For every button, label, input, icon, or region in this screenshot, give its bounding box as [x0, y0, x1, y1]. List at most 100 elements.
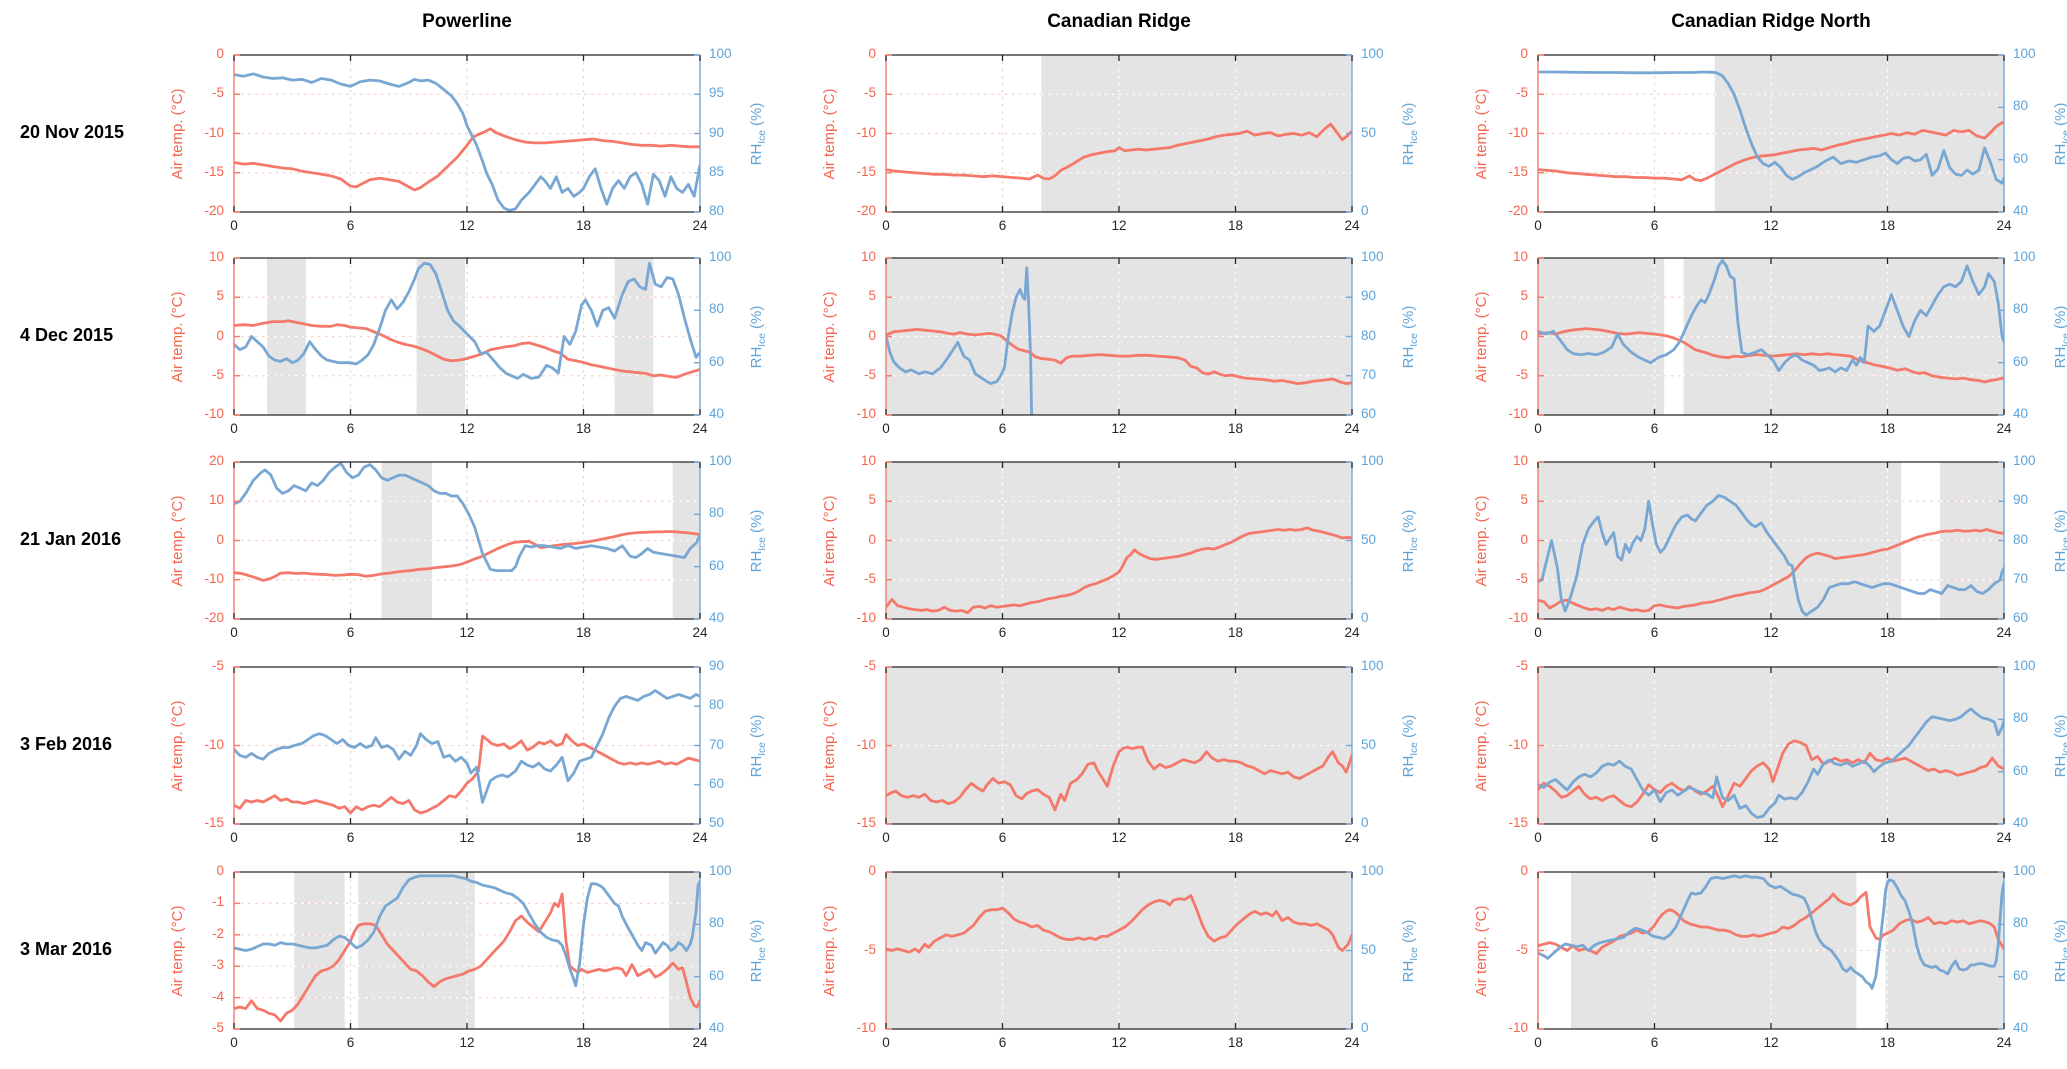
rh-label-sub: Ice — [757, 946, 768, 961]
right-tick-label: 80 — [709, 203, 725, 218]
air-temp-line — [886, 894, 1352, 954]
left-tick-label: 0 — [1520, 531, 1528, 547]
x-tick-label: 18 — [1227, 1035, 1244, 1050]
x-tick-label: 0 — [230, 218, 238, 233]
left-tick-label: 5 — [1520, 288, 1528, 304]
right-tick-label: 95 — [709, 85, 725, 101]
left-tick-label: -5 — [863, 941, 876, 957]
left-tick-label: 5 — [868, 492, 876, 508]
rh-label-sub: Ice — [2061, 536, 2067, 551]
x-tick-label: 18 — [1227, 625, 1244, 640]
x-tick-label: 12 — [1763, 421, 1779, 436]
x-tick-label: 12 — [1763, 625, 1779, 640]
left-tick-label: -5 — [1515, 85, 1528, 101]
x-tick-label: 18 — [1879, 218, 1896, 233]
rh-label-post: (%) — [1400, 102, 1417, 130]
right-axis-label: RHIce (%) — [1400, 49, 1420, 219]
left-tick-label: -5 — [1515, 941, 1528, 957]
rh-label-post: (%) — [748, 305, 765, 333]
x-tick-label: 18 — [575, 421, 592, 436]
x-tick-label: 6 — [998, 1035, 1007, 1050]
rh-label-post: (%) — [1400, 919, 1417, 947]
left-axis-label: Air temp. (°C) — [1473, 905, 1490, 997]
rh-label-post: (%) — [2052, 509, 2067, 533]
left-tick-label: 0 — [1520, 46, 1528, 61]
panel-0-1 — [885, 54, 1353, 213]
air-temp-line — [1538, 891, 2004, 955]
left-tick-label: -20 — [204, 203, 224, 218]
left-tick-label: -5 — [211, 85, 224, 101]
air-temp-line — [234, 127, 700, 192]
x-tick-label: 12 — [459, 218, 475, 233]
x-tick-label: 24 — [1344, 1035, 1360, 1050]
left-tick-label: -10 — [204, 124, 224, 140]
x-tick-label: 6 — [998, 421, 1007, 436]
x-tick-label: 18 — [575, 625, 592, 640]
left-tick-label: 0 — [868, 327, 876, 343]
right-tick-label: 80 — [2013, 915, 2029, 931]
x-tick-label: 6 — [346, 1035, 355, 1050]
air-temp-line — [1538, 121, 2004, 183]
left-tick-label: -10 — [1508, 1020, 1528, 1035]
rh-label-post: (%) — [748, 714, 765, 742]
x-tick-label: 12 — [459, 421, 475, 436]
right-axis-label: RHIce (%) — [2052, 456, 2067, 626]
left-axis-label: Air temp. (°C) — [821, 495, 838, 587]
x-tick-label: 0 — [882, 421, 890, 436]
rh-label-sub: Ice — [2061, 741, 2067, 756]
right-tick-label: 100 — [709, 453, 732, 468]
left-tick-label: -10 — [856, 124, 876, 140]
rh-label-sub: Ice — [757, 536, 768, 551]
left-axis-label: Air temp. (°C) — [1473, 495, 1490, 587]
left-tick-label: -1 — [211, 894, 224, 910]
right-tick-label: 80 — [709, 697, 725, 713]
right-tick-label: 40 — [2013, 406, 2029, 421]
air-temp-line — [234, 530, 700, 582]
right-axis-label: RHIce (%) — [1400, 456, 1420, 626]
rh-label-pre: RH — [1400, 346, 1417, 368]
right-tick-label: 60 — [2013, 762, 2029, 778]
right-tick-label: 80 — [709, 915, 725, 931]
left-tick-label: 10 — [860, 249, 876, 264]
right-tick-label: 100 — [1361, 249, 1384, 264]
left-tick-label: -10 — [856, 406, 876, 421]
x-tick-label: 24 — [692, 830, 708, 845]
left-tick-label: -15 — [856, 163, 876, 179]
rh-ice-line — [1538, 493, 2004, 617]
right-tick-label: 80 — [2013, 301, 2029, 317]
right-axis-label: RHIce (%) — [748, 456, 768, 626]
air-temp-line — [886, 327, 1352, 386]
right-axis-label: RHIce (%) — [748, 49, 768, 219]
x-tick-label: 12 — [459, 830, 475, 845]
right-axis-label: RHIce (%) — [2052, 866, 2067, 1036]
x-tick-label: 6 — [998, 830, 1007, 845]
rh-label-post: (%) — [748, 509, 765, 537]
x-tick-label: 0 — [1534, 625, 1542, 640]
rh-label-pre: RH — [2052, 346, 2067, 368]
rh-label-post: (%) — [2052, 305, 2067, 329]
x-tick-label: 6 — [346, 218, 355, 233]
shading-band — [294, 872, 345, 1029]
right-tick-label: 40 — [709, 406, 725, 421]
right-tick-label: 40 — [709, 610, 725, 625]
rh-ice-line — [234, 462, 700, 572]
left-tick-label: 0 — [216, 863, 224, 878]
rh-label-sub: Ice — [757, 129, 768, 144]
x-tick-label: 18 — [575, 218, 592, 233]
x-tick-label: 6 — [1650, 1035, 1659, 1050]
right-tick-label: 0 — [1361, 610, 1369, 625]
column-title: Canadian Ridge North — [1671, 11, 1871, 32]
left-tick-label: -10 — [856, 610, 876, 625]
rh-ice-line — [234, 72, 700, 212]
left-tick-label: -10 — [856, 736, 876, 752]
right-tick-label: 40 — [709, 1020, 725, 1035]
rh-label-sub: Ice — [1409, 741, 1420, 756]
left-tick-label: 0 — [1520, 863, 1528, 878]
left-tick-label: -4 — [211, 988, 224, 1004]
rh-label-sub: Ice — [757, 332, 768, 347]
left-axis-label: Air temp. (°C) — [821, 905, 838, 997]
left-tick-label: -5 — [211, 658, 224, 673]
x-tick-label: 6 — [1650, 421, 1659, 436]
panel-3-2 — [1537, 666, 2005, 825]
